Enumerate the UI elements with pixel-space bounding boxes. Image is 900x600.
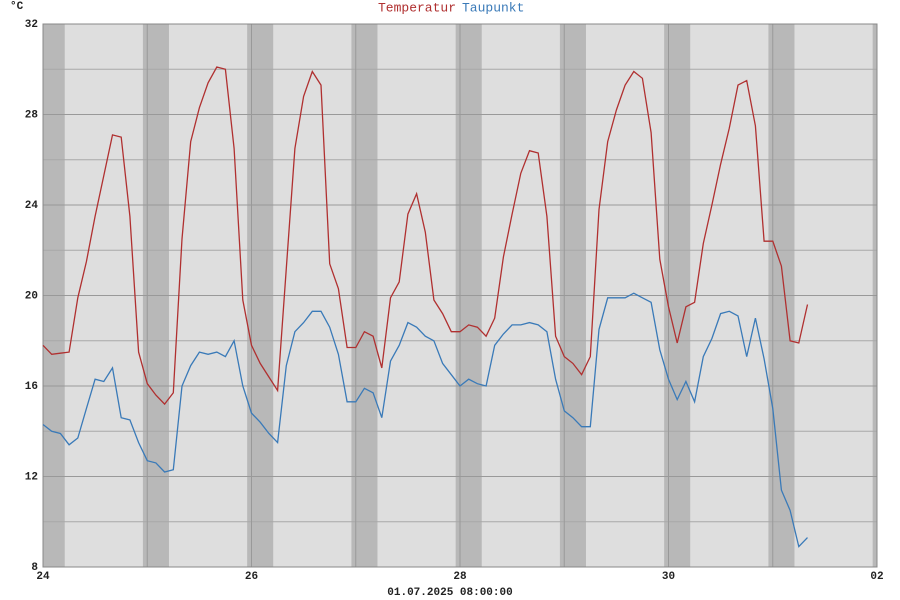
- y-tick-label: 20: [25, 290, 38, 302]
- y-tick-label: 16: [25, 381, 38, 393]
- x-tick-label: 26: [245, 571, 258, 583]
- x-tick-label: 24: [36, 571, 50, 583]
- x-tick-label: 28: [453, 571, 467, 583]
- plot-frame: [42, 23, 878, 568]
- y-tick-label: 8: [31, 562, 38, 574]
- legend-entry: Taupunkt: [462, 0, 524, 15]
- data-line: [42, 66, 809, 406]
- x-tick-label: 02: [870, 571, 883, 583]
- y-tick-label: 24: [25, 200, 39, 212]
- x-tick-label: 30: [662, 571, 675, 583]
- legend-entry: Temperatur: [378, 0, 456, 15]
- y-tick-label: 12: [25, 471, 38, 483]
- y-tick-label: 28: [25, 109, 39, 121]
- footer: 01.07.2025 08:00:00: [387, 587, 512, 599]
- y-tick-label: 32: [25, 19, 38, 31]
- data-line: [42, 292, 808, 548]
- y-unit: °C: [10, 1, 24, 13]
